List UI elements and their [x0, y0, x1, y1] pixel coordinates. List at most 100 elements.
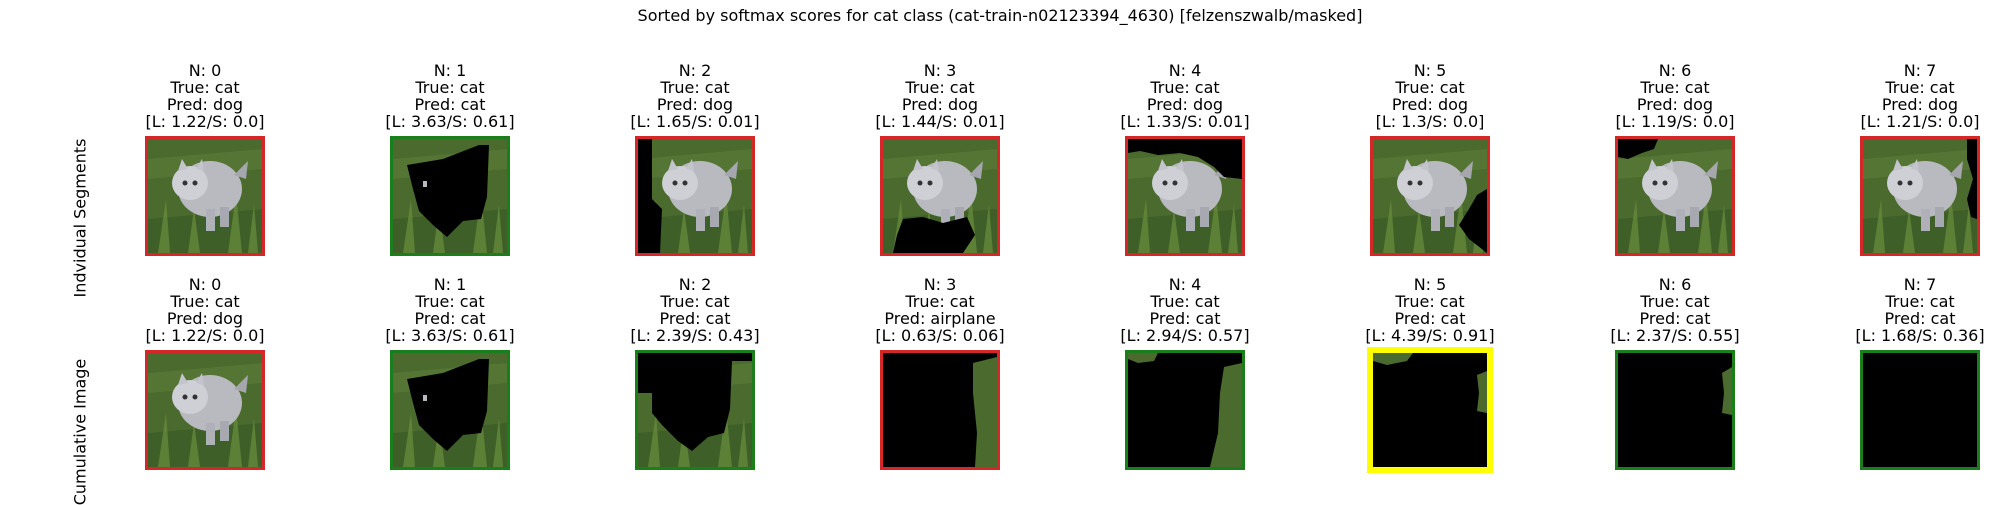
segment-thumbnail	[1860, 136, 1980, 256]
score-label: [L: 2.94/S: 0.57]	[1120, 326, 1250, 345]
score-label: [L: 1.22/S: 0.0]	[145, 112, 265, 131]
pred-label: Pred: dog	[1391, 95, 1469, 114]
pred-label: Pred: dog	[901, 95, 979, 114]
pred-label: Pred: cat	[1884, 309, 1956, 328]
segment-thumbnail	[145, 350, 265, 470]
score-label: [L: 1.22/S: 0.0]	[145, 326, 265, 345]
panel-caption: N: 7 True: cat Pred: dog [L: 1.21/S: 0.0]	[1820, 62, 2000, 130]
true-label: True: cat	[660, 78, 730, 97]
panel-caption: N: 4 True: cat Pred: cat [L: 2.94/S: 0.57]	[1085, 276, 1285, 344]
pred-label: Pred: dog	[1636, 95, 1714, 114]
segment-thumbnail	[1370, 136, 1490, 256]
segment-thumbnail	[1615, 350, 1735, 470]
panel-r1-n5: N: 5 True: cat Pred: cat [L: 4.39/S: 0.91]	[1330, 275, 1530, 473]
score-label: [L: 1.44/S: 0.01]	[875, 112, 1005, 131]
panel-caption: N: 0 True: cat Pred: dog [L: 1.22/S: 0.0]	[105, 62, 305, 130]
panel-index: N: 1	[433, 275, 467, 294]
pred-label: Pred: cat	[414, 309, 486, 328]
panel-caption: N: 3 True: cat Pred: dog [L: 1.44/S: 0.01]	[840, 62, 1040, 130]
panel-r1-n0: N: 0 True: cat Pred: dog [L: 1.22/S: 0.0]	[105, 276, 305, 470]
true-label: True: cat	[1885, 292, 1955, 311]
row-label-individual: Indvidual Segments	[70, 138, 90, 298]
panel-caption: N: 7 True: cat Pred: cat [L: 1.68/S: 0.36]	[1820, 276, 2000, 344]
panel-r1-n4: N: 4 True: cat Pred: cat [L: 2.94/S: 0.57]	[1085, 276, 1285, 470]
panel-r1-n1: N: 1 True: cat Pred: cat [L: 3.63/S: 0.61]	[350, 276, 550, 470]
segment-thumbnail	[1367, 347, 1493, 473]
score-label: [L: 1.21/S: 0.0]	[1860, 112, 1980, 131]
segment-thumbnail	[635, 136, 755, 256]
panel-index: N: 6	[1658, 61, 1692, 80]
panel-index: N: 6	[1658, 275, 1692, 294]
panel-caption: N: 4 True: cat Pred: dog [L: 1.33/S: 0.01]	[1085, 62, 1285, 130]
true-label: True: cat	[1150, 78, 1220, 97]
panel-caption: N: 1 True: cat Pred: cat [L: 3.63/S: 0.61]	[350, 62, 550, 130]
segment-thumbnail	[880, 350, 1000, 470]
score-label: [L: 3.63/S: 0.61]	[385, 326, 515, 345]
panel-caption: N: 0 True: cat Pred: dog [L: 1.22/S: 0.0]	[105, 276, 305, 344]
true-label: True: cat	[170, 78, 240, 97]
figure-title: Sorted by softmax scores for cat class (…	[637, 6, 1363, 25]
panel-index: N: 3	[923, 275, 957, 294]
true-label: True: cat	[1395, 78, 1465, 97]
score-label: [L: 1.19/S: 0.0]	[1615, 112, 1735, 131]
panel-r0-n1: N: 1 True: cat Pred: cat [L: 3.63/S: 0.61]	[350, 62, 550, 256]
panel-caption: N: 2 True: cat Pred: dog [L: 1.65/S: 0.01]	[595, 62, 795, 130]
panel-index: N: 0	[188, 61, 222, 80]
true-label: True: cat	[415, 78, 485, 97]
score-label: [L: 2.39/S: 0.43]	[630, 326, 760, 345]
pred-label: Pred: cat	[414, 95, 486, 114]
segment-thumbnail	[1125, 136, 1245, 256]
panel-caption: N: 6 True: cat Pred: dog [L: 1.19/S: 0.0]	[1575, 62, 1775, 130]
score-label: [L: 0.63/S: 0.06]	[875, 326, 1005, 345]
panel-index: N: 4	[1168, 275, 1202, 294]
segment-thumbnail	[1615, 136, 1735, 256]
true-label: True: cat	[1150, 292, 1220, 311]
panel-r1-n3: N: 3 True: cat Pred: airplane [L: 0.63/S: 0…	[840, 275, 1040, 470]
score-label: [L: 3.63/S: 0.61]	[385, 112, 515, 131]
segment-thumbnail	[145, 136, 265, 256]
score-label: [L: 1.3/S: 0.0]	[1375, 112, 1485, 131]
true-label: True: cat	[905, 78, 975, 97]
panel-r0-n3: N: 3 True: cat Pred: dog [L: 1.44/S: 0.01]	[840, 62, 1040, 256]
pred-label: Pred: dog	[1881, 95, 1959, 114]
panel-index: N: 5	[1413, 275, 1447, 294]
panel-index: N: 0	[188, 275, 222, 294]
true-label: True: cat	[1885, 78, 1955, 97]
panel-r0-n6: N: 6 True: cat Pred: dog [L: 1.19/S: 0.0]	[1575, 62, 1775, 256]
pred-label: Pred: cat	[1149, 309, 1221, 328]
panel-index: N: 5	[1413, 61, 1447, 80]
segment-thumbnail	[635, 350, 755, 470]
score-label: [L: 1.65/S: 0.01]	[630, 112, 760, 131]
panel-caption: N: 1 True: cat Pred: cat [L: 3.63/S: 0.61]	[350, 276, 550, 344]
panel-index: N: 7	[1903, 275, 1937, 294]
panel-r0-n7: N: 7 True: cat Pred: dog [L: 1.21/S: 0.0]	[1820, 62, 2000, 256]
segment-thumbnail	[880, 136, 1000, 256]
panel-r0-n2: N: 2 True: cat Pred: dog [L: 1.65/S: 0.01]	[595, 62, 795, 256]
true-label: True: cat	[170, 292, 240, 311]
pred-label: Pred: cat	[659, 309, 731, 328]
panel-caption: N: 6 True: cat Pred: cat [L: 2.37/S: 0.55]	[1575, 276, 1775, 344]
panel-r0-n0: N: 0 True: cat Pred: dog [L: 1.22/S: 0.0]	[105, 62, 305, 256]
segment-thumbnail	[390, 136, 510, 256]
panel-r1-n2: N: 2 True: cat Pred: cat [L: 2.39/S: 0.43]	[595, 275, 795, 470]
pred-label: Pred: dog	[1146, 95, 1224, 114]
pred-label: Pred: cat	[1394, 309, 1466, 328]
panel-r1-n7: N: 7 True: cat Pred: cat [L: 1.68/S: 0.36]	[1820, 276, 2000, 470]
panel-index: N: 4	[1168, 61, 1202, 80]
score-label: [L: 4.39/S: 0.91]	[1365, 326, 1495, 345]
pred-label: Pred: cat	[1639, 309, 1711, 328]
panel-index: N: 2	[678, 275, 712, 294]
pred-label: Pred: airplane	[884, 309, 996, 328]
score-label: [L: 1.33/S: 0.01]	[1120, 112, 1250, 131]
panel-r0-n5: N: 5 True: cat Pred: dog [L: 1.3/S: 0.0]	[1330, 61, 1530, 256]
true-label: True: cat	[1640, 78, 1710, 97]
score-label: [L: 2.37/S: 0.55]	[1610, 326, 1740, 345]
panel-r0-n4: N: 4 True: cat Pred: dog [L: 1.33/S: 0.01]	[1085, 62, 1285, 256]
pred-label: Pred: dog	[656, 95, 734, 114]
segment-thumbnail	[390, 350, 510, 470]
segment-thumbnail	[1860, 350, 1980, 470]
true-label: True: cat	[1395, 292, 1465, 311]
row-label-cumulative: Cumulative Image	[70, 358, 90, 505]
panel-index: N: 1	[433, 61, 467, 80]
panel-r1-n6: N: 6 True: cat Pred: cat [L: 2.37/S: 0.55]	[1575, 276, 1775, 470]
